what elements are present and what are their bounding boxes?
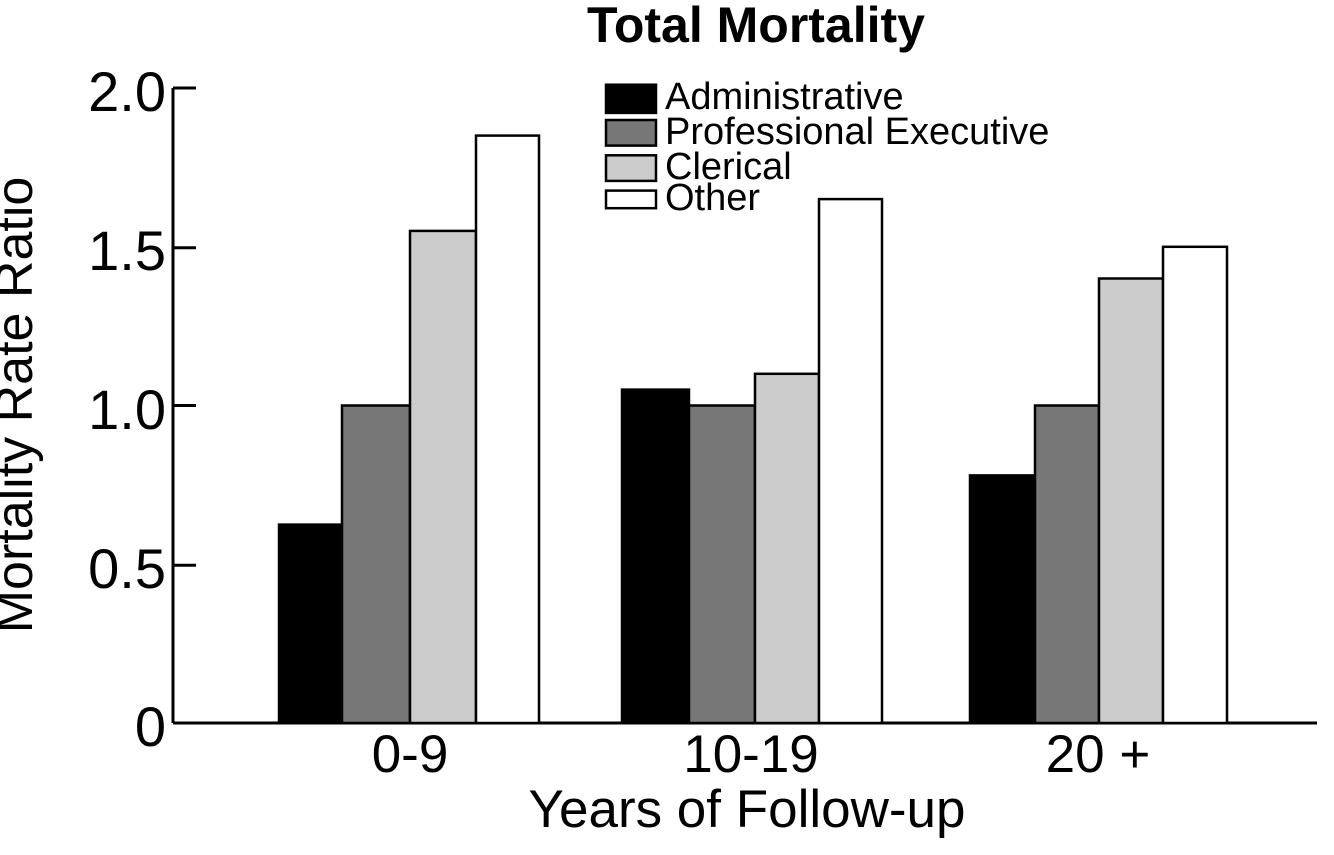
svg-text:Total Mortality: Total Mortality [587, 0, 925, 53]
svg-text:0-9: 0-9 [372, 725, 449, 784]
svg-text:Years of Follow-up: Years of Follow-up [529, 780, 966, 839]
svg-text:Mortality Rate Ratio: Mortality Rate Ratio [0, 177, 44, 634]
svg-text:0.5: 0.5 [88, 537, 166, 600]
svg-text:2.0: 2.0 [88, 60, 166, 123]
svg-text:0: 0 [135, 695, 166, 758]
svg-text:1.5: 1.5 [88, 219, 166, 282]
svg-text:Other: Other [665, 177, 760, 219]
svg-text:20 +: 20 + [1046, 725, 1151, 784]
svg-text:10-19: 10-19 [683, 725, 819, 784]
svg-text:1.0: 1.0 [88, 378, 166, 441]
